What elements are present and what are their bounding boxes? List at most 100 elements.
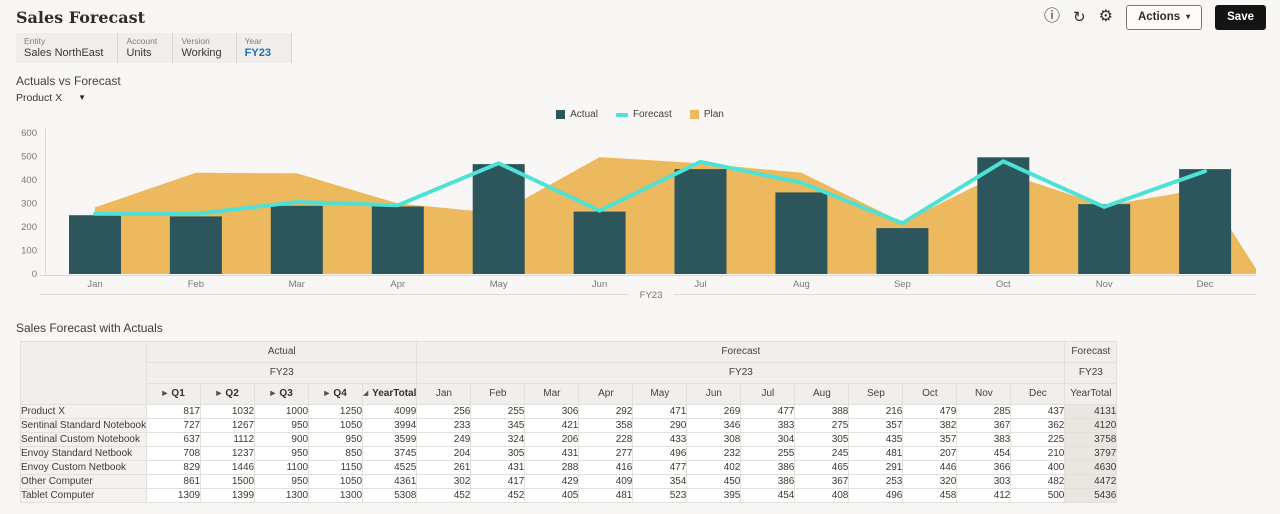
data-cell[interactable]: 292: [578, 403, 634, 419]
data-cell[interactable]: 950: [308, 431, 364, 447]
row-header[interactable]: Envoy Standard Netbook: [19, 445, 148, 461]
data-cell[interactable]: 523: [632, 487, 688, 503]
column-year-header[interactable]: FY23: [146, 361, 418, 384]
expand-triangle-icon[interactable]: ▶: [270, 390, 276, 398]
column-group-header[interactable]: Forecast: [1064, 340, 1118, 363]
data-cell[interactable]: 409: [578, 473, 634, 489]
data-cell[interactable]: 452: [470, 487, 526, 503]
actual-bar[interactable]: [1078, 203, 1131, 274]
data-cell[interactable]: 362: [1010, 417, 1066, 433]
actual-bar[interactable]: [674, 168, 727, 274]
data-cell[interactable]: 471: [632, 403, 688, 419]
data-cell[interactable]: 367: [956, 417, 1012, 433]
data-cell[interactable]: 207: [902, 445, 958, 461]
data-cell[interactable]: 305: [794, 431, 850, 447]
data-cell[interactable]: 320: [902, 473, 958, 489]
data-cell[interactable]: 3745: [362, 445, 418, 461]
data-cell[interactable]: 382: [902, 417, 958, 433]
actual-bar[interactable]: [876, 227, 929, 274]
data-cell[interactable]: 303: [956, 473, 1012, 489]
data-cell[interactable]: 458: [902, 487, 958, 503]
data-cell[interactable]: 450: [686, 473, 742, 489]
data-cell[interactable]: 1050: [308, 473, 364, 489]
data-cell[interactable]: 1267: [200, 417, 256, 433]
data-cell[interactable]: 5436: [1064, 487, 1118, 503]
data-cell[interactable]: 454: [740, 487, 796, 503]
column-header-jul[interactable]: Jul: [740, 382, 796, 405]
actual-bar[interactable]: [1179, 168, 1232, 274]
data-cell[interactable]: 950: [254, 445, 310, 461]
product-dropdown[interactable]: Product X ▼: [16, 92, 86, 104]
pov-year-value[interactable]: FY23: [244, 46, 271, 59]
data-cell[interactable]: 437: [1010, 403, 1066, 419]
data-cell[interactable]: 288: [524, 459, 580, 475]
pov-account-value[interactable]: Units: [126, 46, 152, 59]
column-group-header[interactable]: Actual: [146, 340, 418, 363]
data-cell[interactable]: 304: [740, 431, 796, 447]
data-cell[interactable]: 357: [848, 417, 904, 433]
data-cell[interactable]: 708: [146, 445, 202, 461]
data-cell[interactable]: 255: [740, 445, 796, 461]
column-header-yeartotal[interactable]: ◢ YearTotal: [362, 382, 418, 405]
data-cell[interactable]: 431: [524, 445, 580, 461]
row-header[interactable]: Envoy Custom Netbook: [19, 459, 148, 475]
actions-button[interactable]: Actions ▾: [1125, 5, 1203, 30]
data-cell[interactable]: 465: [794, 459, 850, 475]
data-cell[interactable]: 366: [956, 459, 1012, 475]
legend-item-forecast[interactable]: Forecast: [615, 109, 672, 120]
legend-item-plan[interactable]: Plan: [689, 109, 724, 120]
data-cell[interactable]: 3758: [1064, 431, 1118, 447]
data-cell[interactable]: 367: [794, 473, 850, 489]
pov-version-value[interactable]: Working: [181, 46, 222, 59]
data-cell[interactable]: 383: [956, 431, 1012, 447]
data-cell[interactable]: 358: [578, 417, 634, 433]
data-cell[interactable]: 416: [578, 459, 634, 475]
column-header-jun[interactable]: Jun: [686, 382, 742, 405]
column-header-may[interactable]: May: [632, 382, 688, 405]
data-cell[interactable]: 357: [902, 431, 958, 447]
actual-bar[interactable]: [977, 156, 1030, 274]
data-cell[interactable]: 402: [686, 459, 742, 475]
column-group-header[interactable]: Forecast: [416, 340, 1066, 363]
data-cell[interactable]: 481: [848, 445, 904, 461]
expand-triangle-icon[interactable]: ▶: [324, 390, 330, 398]
data-cell[interactable]: 291: [848, 459, 904, 475]
data-cell[interactable]: 408: [794, 487, 850, 503]
data-cell[interactable]: 3599: [362, 431, 418, 447]
data-cell[interactable]: 482: [1010, 473, 1066, 489]
column-header-sep[interactable]: Sep: [848, 382, 904, 405]
data-cell[interactable]: 4131: [1064, 403, 1118, 419]
pov-year[interactable]: Year FY23: [236, 32, 292, 63]
data-cell[interactable]: 435: [848, 431, 904, 447]
column-header-mar[interactable]: Mar: [524, 382, 580, 405]
data-cell[interactable]: 1446: [200, 459, 256, 475]
data-cell[interactable]: 496: [632, 445, 688, 461]
data-cell[interactable]: 861: [146, 473, 202, 489]
data-cell[interactable]: 233: [416, 417, 472, 433]
data-cell[interactable]: 1500: [200, 473, 256, 489]
data-cell[interactable]: 1000: [254, 403, 310, 419]
actual-bar[interactable]: [472, 163, 525, 274]
data-cell[interactable]: 1150: [308, 459, 364, 475]
row-header[interactable]: Product X: [19, 403, 148, 419]
data-cell[interactable]: 405: [524, 487, 580, 503]
data-cell[interactable]: 245: [794, 445, 850, 461]
pov-entity[interactable]: Entity Sales NorthEast: [16, 32, 119, 63]
data-cell[interactable]: 386: [740, 473, 796, 489]
data-cell[interactable]: 3797: [1064, 445, 1118, 461]
column-header-jan[interactable]: Jan: [416, 382, 472, 405]
data-cell[interactable]: 204: [416, 445, 472, 461]
data-cell[interactable]: 1050: [308, 417, 364, 433]
data-cell[interactable]: 496: [848, 487, 904, 503]
data-cell[interactable]: 477: [632, 459, 688, 475]
data-cell[interactable]: 1309: [146, 487, 202, 503]
data-cell[interactable]: 275: [794, 417, 850, 433]
data-cell[interactable]: 261: [416, 459, 472, 475]
data-cell[interactable]: 446: [902, 459, 958, 475]
column-header-q1[interactable]: ▶ Q1: [146, 382, 202, 405]
data-cell[interactable]: 481: [578, 487, 634, 503]
data-cell[interactable]: 829: [146, 459, 202, 475]
actual-bar[interactable]: [371, 206, 424, 274]
data-cell[interactable]: 206: [524, 431, 580, 447]
data-cell[interactable]: 817: [146, 403, 202, 419]
